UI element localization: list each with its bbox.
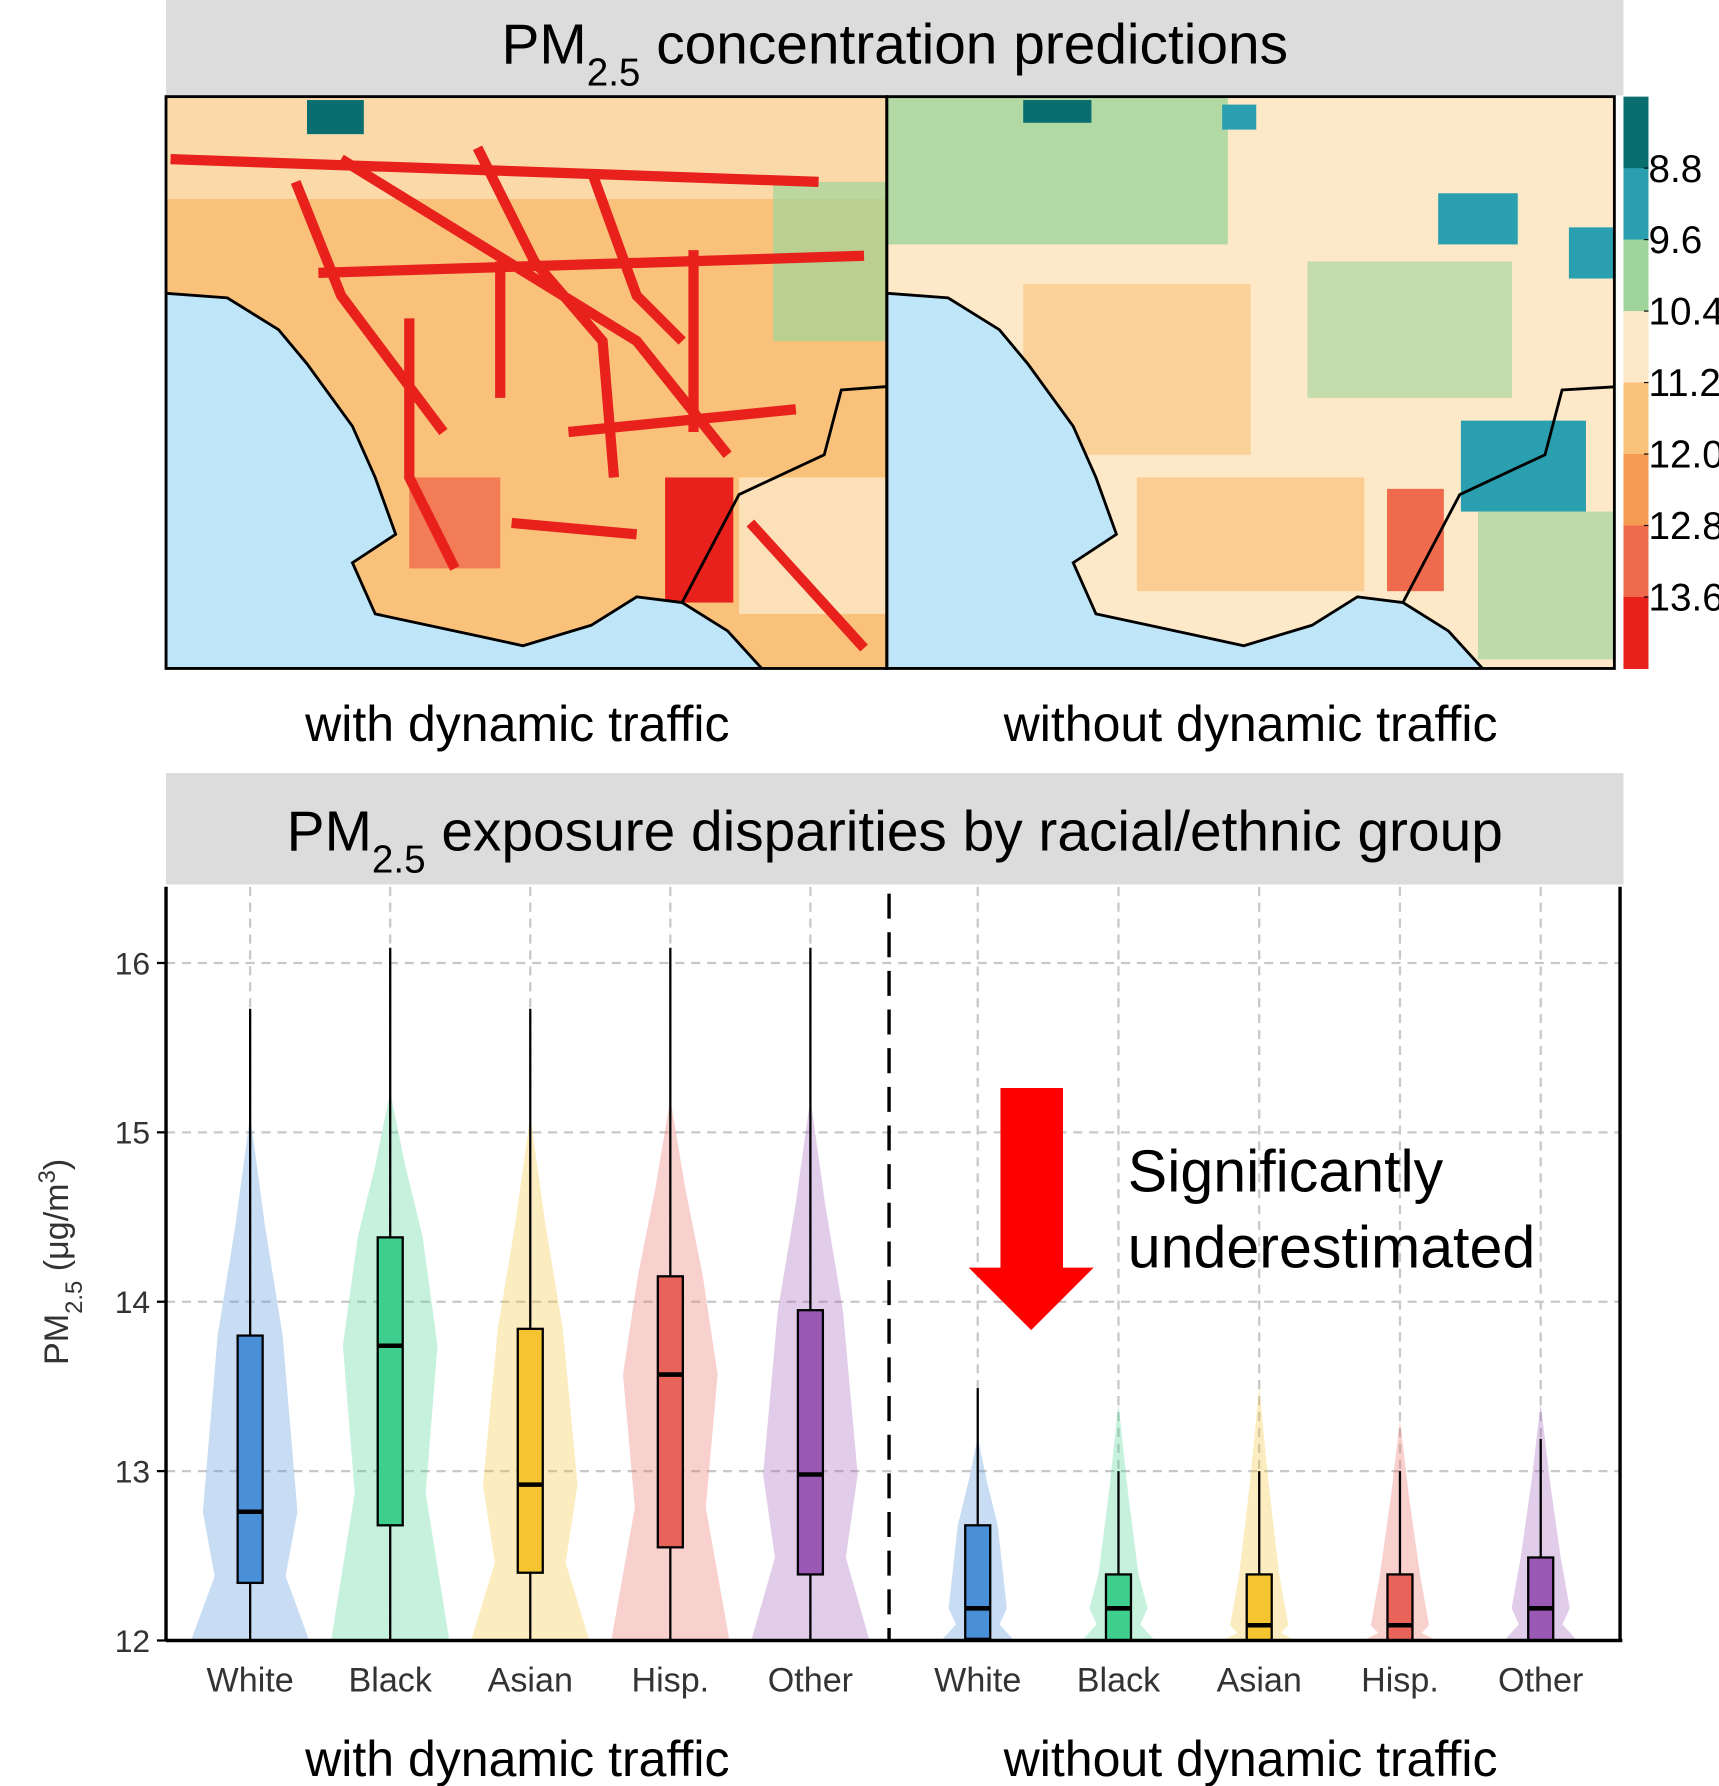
title-part: PM [287, 800, 372, 863]
label-part: PM [38, 1314, 76, 1365]
y-tick-label: 13 [115, 1453, 150, 1489]
arrow [968, 1087, 1094, 1331]
colorbar-band [1623, 454, 1649, 527]
title-part: exposure disparities by racial/ethnic gr… [426, 800, 1503, 863]
panel-label: without dynamic traffic [1003, 696, 1498, 752]
title-part: concentration predictions [640, 14, 1288, 77]
box [796, 1309, 825, 1576]
colorbar-band [1623, 311, 1649, 384]
box-title: PM2.5 exposure disparities by racial/eth… [287, 800, 1503, 881]
map-frame [885, 95, 1616, 670]
colorbar-band [1623, 596, 1649, 670]
panel-label: with dynamic traffic [304, 696, 729, 752]
x-tick-label: Hisp. [631, 1662, 709, 1700]
map-left [166, 96, 887, 669]
label-sub: 2.5 [61, 1281, 88, 1314]
title-part: PM [501, 14, 586, 77]
title-sub: 2.5 [587, 51, 641, 94]
x-tick-label: Black [349, 1662, 433, 1700]
label-part: ) [38, 1159, 76, 1170]
y-tick-label: 12 [115, 1623, 150, 1659]
colorbar-tick-label: 8.8 [1648, 148, 1702, 191]
map-title: PM2.5 concentration predictions [501, 14, 1288, 95]
x-tick-label: Other [1498, 1662, 1583, 1700]
colorbar-band [1623, 96, 1649, 169]
y-tick-label: 15 [115, 1115, 150, 1151]
colorbar: 8.8 9.6 10.4 11.2 12.0 12.8 13.6 [1623, 96, 1719, 670]
title-sub: 2.5 [372, 838, 426, 881]
box [236, 1334, 264, 1585]
box [656, 1275, 684, 1549]
annotation: underestimated [1128, 1214, 1535, 1281]
annotation: Significantly [1128, 1137, 1444, 1204]
box [964, 1524, 992, 1640]
label-part: (μg/m [38, 1183, 76, 1280]
box [516, 1327, 544, 1574]
colorbar-tick-label: 13.6 [1648, 577, 1719, 620]
colorbar-band [1623, 239, 1649, 312]
colorbar-band [1623, 168, 1649, 241]
y-axis-label: PM2.5 (μg/m3) [34, 1159, 88, 1365]
x-tick-label: White [934, 1662, 1021, 1700]
box [1527, 1556, 1555, 1642]
group-label: without dynamic traffic [1003, 1731, 1498, 1786]
map-right [886, 96, 1615, 669]
group-label: with dynamic traffic [304, 1731, 729, 1786]
box [1245, 1573, 1273, 1642]
colorbar-tick-label: 9.6 [1648, 219, 1702, 262]
x-tick-label: Asian [1217, 1662, 1302, 1700]
title-bar [166, 0, 1624, 96]
x-tick-label: Black [1077, 1662, 1161, 1700]
box [1386, 1573, 1414, 1642]
colorbar-tick-label: 11.2 [1648, 362, 1719, 405]
title-bar [166, 773, 1624, 885]
x-tick-label: White [207, 1662, 294, 1700]
colorbar-tick-label: 10.4 [1648, 291, 1719, 334]
colorbar-band [1623, 382, 1649, 455]
x-tick-label: Hisp. [1361, 1662, 1439, 1700]
colorbar-band [1623, 525, 1649, 598]
box [376, 1236, 404, 1527]
x-tick-label: Asian [488, 1662, 573, 1700]
box-plot: 12 13 14 15 16 White Black Asian Hisp. Other White… [115, 886, 1623, 1700]
colorbar-tick-label: 12.8 [1648, 505, 1719, 548]
y-tick-label: 14 [115, 1284, 150, 1320]
colorbar-tick-label: 12.0 [1648, 434, 1719, 477]
x-tick-label: Other [768, 1662, 853, 1700]
y-tick-label: 16 [115, 945, 150, 981]
label-sup: 3 [34, 1170, 61, 1183]
